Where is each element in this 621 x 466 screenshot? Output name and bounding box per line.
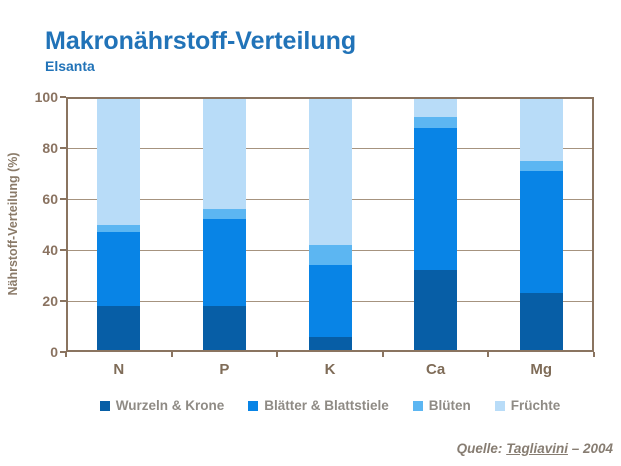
- source-prefix: Quelle:: [456, 441, 507, 456]
- y-tick-label: 40: [42, 242, 58, 258]
- x-tick-mark: [65, 352, 67, 357]
- bar-segment: [97, 306, 141, 352]
- y-tick-mark: [60, 249, 66, 251]
- page-title: Makronährstoff-Verteilung: [45, 27, 357, 55]
- x-axis-label: Ca: [426, 361, 446, 378]
- y-tick-mark: [60, 96, 66, 98]
- legend-label: Wurzeln & Krone: [115, 398, 225, 413]
- y-tick-label: 100: [34, 89, 58, 105]
- legend-label: Früchte: [510, 398, 561, 413]
- legend-swatch-icon: [248, 400, 259, 411]
- y-tick-label: 20: [42, 293, 58, 309]
- source-author: Tagliavini: [506, 441, 568, 456]
- y-tick-mark: [60, 147, 66, 149]
- bar-segment: [202, 209, 246, 220]
- y-tick-mark: [60, 198, 66, 200]
- x-axis-label: P: [219, 361, 230, 378]
- legend-label: Blüten: [428, 398, 471, 413]
- bar-segment: [519, 160, 563, 171]
- bar-P: [202, 97, 246, 352]
- x-tick-mark: [276, 352, 279, 357]
- page-subtitle: Elsanta: [45, 58, 95, 74]
- bar-segment: [308, 97, 352, 245]
- x-tick-mark: [593, 352, 595, 357]
- bar-segment: [414, 97, 458, 118]
- x-tick-mark: [381, 352, 384, 357]
- bar-segment: [519, 293, 563, 352]
- y-tick-mark: [60, 351, 66, 353]
- bar-Mg: [519, 97, 563, 352]
- bar-segment: [308, 265, 352, 337]
- legend-label: Blätter & Blattstiele: [264, 398, 389, 413]
- bar-segment: [97, 224, 141, 233]
- source-caption: Quelle: Tagliavini – 2004: [457, 441, 613, 456]
- legend: Wurzeln & Krone Blätter & Blattstiele Blüt…: [66, 398, 594, 413]
- legend-swatch-icon: [494, 400, 505, 411]
- x-axis-label: Mg: [530, 361, 553, 378]
- x-tick-mark: [170, 352, 173, 357]
- y-tick-label: 60: [42, 191, 58, 207]
- legend-item: Blätter & Blattstiele: [248, 398, 389, 413]
- bar-segment: [97, 232, 141, 307]
- x-tick-mark: [487, 352, 490, 357]
- y-tick-label: 0: [50, 344, 58, 360]
- bar-segment: [202, 219, 246, 307]
- bar-segment: [414, 270, 458, 352]
- legend-item: Blüten: [412, 398, 471, 413]
- plot-area: [66, 97, 594, 352]
- legend-swatch-icon: [412, 400, 423, 411]
- bar-segment: [414, 117, 458, 128]
- bar-segment: [519, 170, 563, 294]
- source-suffix: – 2004: [567, 441, 613, 456]
- bar-segment: [97, 97, 141, 225]
- bar-segment: [519, 97, 563, 161]
- y-tick-label: 80: [42, 140, 58, 156]
- x-axis-label: N: [113, 361, 125, 378]
- bar-K: [308, 97, 352, 352]
- bar-segment: [202, 306, 246, 352]
- legend-swatch-icon: [99, 400, 110, 411]
- y-tick-mark: [60, 300, 66, 302]
- bar-Ca: [414, 97, 458, 352]
- legend-item: Wurzeln & Krone: [99, 398, 225, 413]
- bar-segment: [308, 244, 352, 266]
- bar-segment: [308, 336, 352, 352]
- legend-item: Früchte: [494, 398, 561, 413]
- bar-segment: [202, 97, 246, 210]
- bar-N: [97, 97, 141, 352]
- bar-segment: [414, 127, 458, 271]
- x-axis-label: K: [324, 361, 336, 378]
